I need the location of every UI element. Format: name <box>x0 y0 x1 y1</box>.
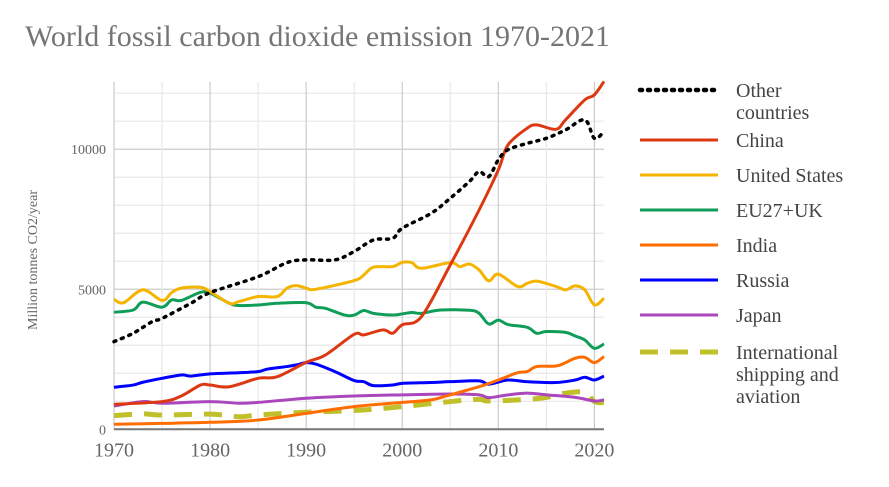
y-tick-label: 10000 <box>71 143 106 158</box>
legend-label: India <box>736 235 777 257</box>
y-tick-label: 5000 <box>78 283 106 298</box>
series-line-eu27-uk <box>113 290 605 350</box>
legend-label: Other countries <box>736 80 810 124</box>
y-tick-label: 0 <box>99 423 106 438</box>
series-line-united-states <box>113 260 606 307</box>
chart-title: World fossil carbon dioxide emission 197… <box>25 20 611 53</box>
legend-label: China <box>736 130 784 152</box>
x-tick-label: 2010 <box>478 439 518 461</box>
legend: Other countries China United States EU27+UK I… <box>637 80 843 408</box>
legend-label: Russia <box>736 270 789 292</box>
x-tick-label: 2000 <box>382 439 422 461</box>
series-line-international-shipping-and-aviation <box>113 389 605 420</box>
series-line-japan <box>113 391 605 408</box>
legend-label: International shipping and aviation <box>736 342 839 408</box>
series-line-other-countries <box>112 117 606 344</box>
series-line-china <box>113 80 606 406</box>
series-line-india <box>113 355 605 426</box>
legend-label: United States <box>736 165 843 187</box>
series-lines <box>112 80 606 426</box>
series-line-russia <box>113 361 605 389</box>
x-tick-label: 1990 <box>286 439 326 461</box>
legend-label: Japan <box>736 305 782 327</box>
legend-label: EU27+UK <box>736 200 823 222</box>
y-axis-label: Million tonnes CO2/year <box>26 190 41 330</box>
x-tick-label: 1980 <box>190 439 230 461</box>
x-tick-label: 1970 <box>94 439 134 461</box>
x-tick-label: 2020 <box>574 439 614 461</box>
gridlines <box>113 82 604 430</box>
axes: 0 5000 10000 1970 1980 1990 2000 2010 2020 <box>71 143 614 461</box>
